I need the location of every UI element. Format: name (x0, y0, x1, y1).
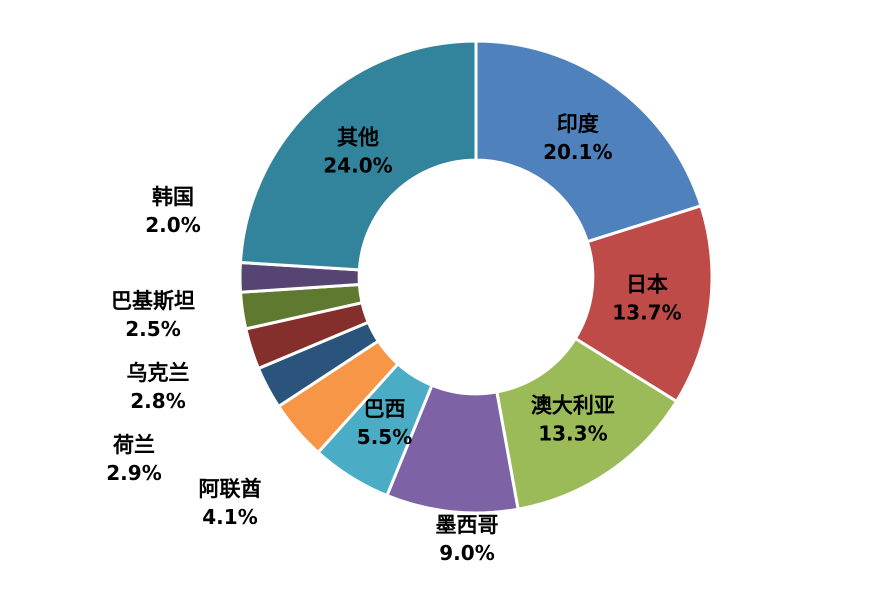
slice-label-percent: 24.0% (323, 154, 392, 178)
slice-label-3: 墨西哥 9.0% (436, 513, 499, 565)
slice-label-1: 日本 13.7% (612, 272, 681, 324)
slice-label-5: 阿联酋 4.1% (199, 477, 262, 529)
slice-label-percent: 4.1% (202, 505, 257, 529)
slice-label-name: 阿联酋 (199, 477, 262, 501)
slice-label-4: 巴西 5.5% (357, 397, 412, 449)
slice-label-percent: 20.1% (543, 140, 612, 164)
slice-label-name: 荷兰 (113, 433, 155, 457)
slice-label-7: 乌克兰 2.8% (127, 361, 190, 413)
slice-label-0: 印度 20.1% (543, 112, 612, 164)
pie-slice-0 (474, 39, 703, 244)
slice-label-2: 澳大利亚 13.3% (531, 393, 615, 445)
pie-slice-10 (238, 39, 478, 272)
slice-label-name: 巴基斯坦 (111, 289, 195, 313)
slice-label-name: 日本 (626, 272, 668, 296)
slice-label-name: 巴西 (364, 397, 406, 421)
slice-label-percent: 5.5% (357, 425, 412, 449)
slice-label-name: 其他 (337, 126, 379, 150)
slice-label-percent: 2.0% (145, 213, 200, 237)
slice-label-name: 澳大利亚 (531, 393, 615, 417)
slice-label-percent: 2.5% (125, 317, 180, 341)
slice-label-10: 其他 24.0% (323, 126, 392, 178)
slice-label-percent: 13.7% (612, 300, 681, 324)
slice-label-9: 韩国 2.0% (145, 185, 200, 237)
slice-label-name: 乌克兰 (127, 361, 190, 385)
slice-label-8: 巴基斯坦 2.5% (111, 289, 195, 341)
pie-slice-2 (495, 337, 679, 511)
slice-label-name: 韩国 (152, 185, 194, 209)
slice-label-6: 荷兰 2.9% (106, 433, 161, 485)
slice-label-percent: 9.0% (439, 541, 494, 565)
slice-label-name: 印度 (557, 112, 599, 136)
slice-label-name: 墨西哥 (436, 513, 499, 537)
slice-label-percent: 13.3% (538, 421, 607, 445)
slice-label-percent: 2.8% (130, 389, 185, 413)
slice-label-percent: 2.9% (106, 461, 161, 485)
